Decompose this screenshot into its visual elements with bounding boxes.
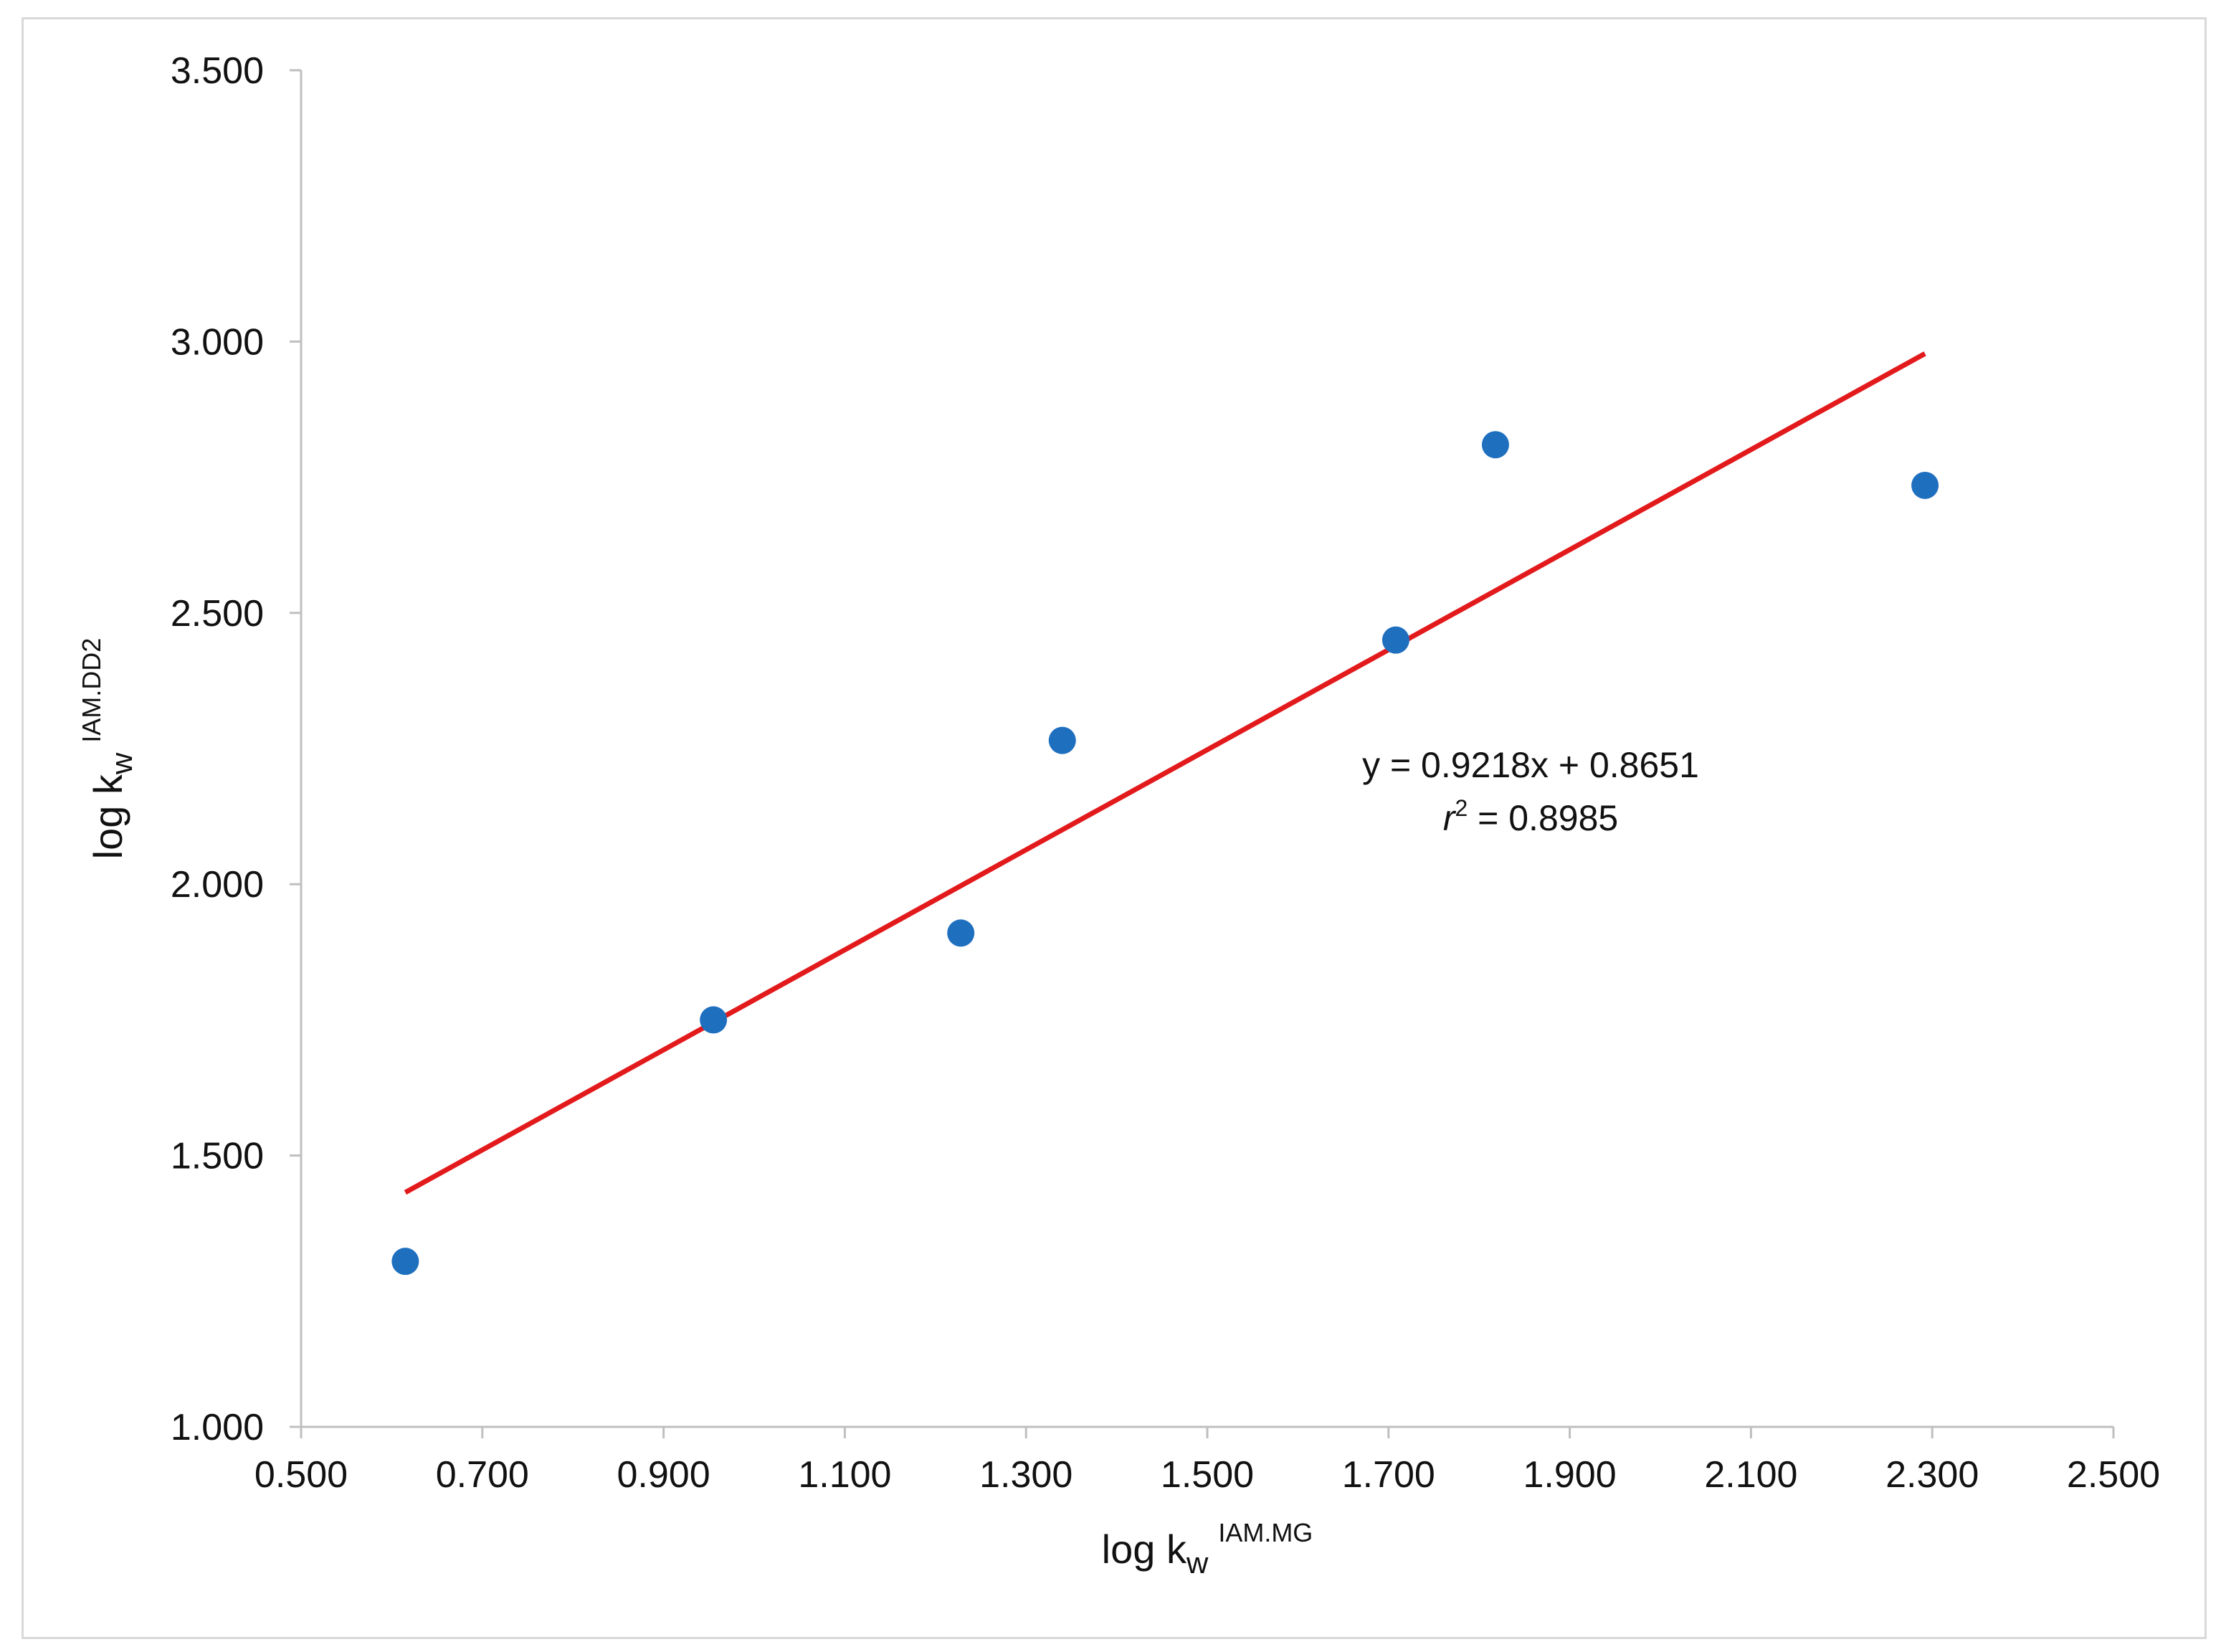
regression-equation: y = 0.9218x + 0.8651 bbox=[1362, 745, 1699, 785]
x-axis-title: log kw IAM.MG bbox=[1102, 1518, 1313, 1580]
ticks-group bbox=[290, 69, 2115, 1438]
r-squared-var: r bbox=[1443, 798, 1457, 838]
y-tick-label: 3.000 bbox=[171, 321, 264, 363]
x-tick-label: 1.300 bbox=[979, 1454, 1073, 1496]
regression-annotation: y = 0.9218x + 0.8651 r2 = 0.8985 bbox=[1362, 745, 1699, 838]
data-point bbox=[700, 1006, 728, 1034]
data-point bbox=[1381, 626, 1409, 654]
trendline bbox=[404, 351, 1926, 1195]
x-tick-label: 2.300 bbox=[1885, 1454, 1979, 1496]
chart-frame bbox=[22, 17, 2207, 1639]
y-axis-title-main: log k bbox=[85, 774, 130, 859]
data-point bbox=[1911, 471, 1939, 499]
y-tick-label: 2.000 bbox=[171, 864, 264, 906]
x-tick-label: 1.500 bbox=[1161, 1454, 1254, 1496]
y-axis-title: log kw IAM.DD2 bbox=[77, 638, 138, 860]
x-tick-label: 2.500 bbox=[2067, 1454, 2160, 1496]
data-point bbox=[947, 919, 975, 947]
x-tick-label: 1.700 bbox=[1342, 1454, 1435, 1496]
trend-group bbox=[404, 351, 1926, 1195]
data-point bbox=[1048, 726, 1076, 754]
x-axis-title-sub: w bbox=[1186, 1546, 1209, 1580]
y-axis-title-sup: IAM.DD2 bbox=[77, 638, 106, 743]
x-tick-label: 1.900 bbox=[1523, 1454, 1617, 1496]
x-axis-title-main: log k bbox=[1102, 1527, 1187, 1572]
x-tick-label: 0.900 bbox=[617, 1454, 710, 1496]
r-squared-value: = 0.8985 bbox=[1468, 798, 1618, 838]
x-tick-label: 1.100 bbox=[798, 1454, 891, 1496]
x-tick-label: 2.100 bbox=[1704, 1454, 1797, 1496]
y-axis-title-sub: w bbox=[105, 752, 138, 775]
x-tick-label: 0.700 bbox=[436, 1454, 529, 1496]
y-tick-label: 2.500 bbox=[171, 593, 264, 635]
x-axis-title-sup: IAM.MG bbox=[1218, 1518, 1313, 1547]
tick-labels-group: 0.500 0.700 0.900 1.100 1.300 1.500 1.700 1.900… bbox=[171, 50, 2160, 1496]
r-squared-sup: 2 bbox=[1455, 795, 1468, 821]
y-tick-label: 1.500 bbox=[171, 1136, 264, 1177]
points-group bbox=[391, 431, 1939, 1276]
x-tick-label: 0.500 bbox=[255, 1454, 348, 1496]
data-point bbox=[1481, 431, 1509, 459]
y-tick-label: 3.500 bbox=[171, 50, 264, 92]
y-tick-label: 1.000 bbox=[171, 1407, 264, 1448]
data-point bbox=[391, 1248, 419, 1276]
r-squared: r2 = 0.8985 bbox=[1443, 795, 1618, 838]
